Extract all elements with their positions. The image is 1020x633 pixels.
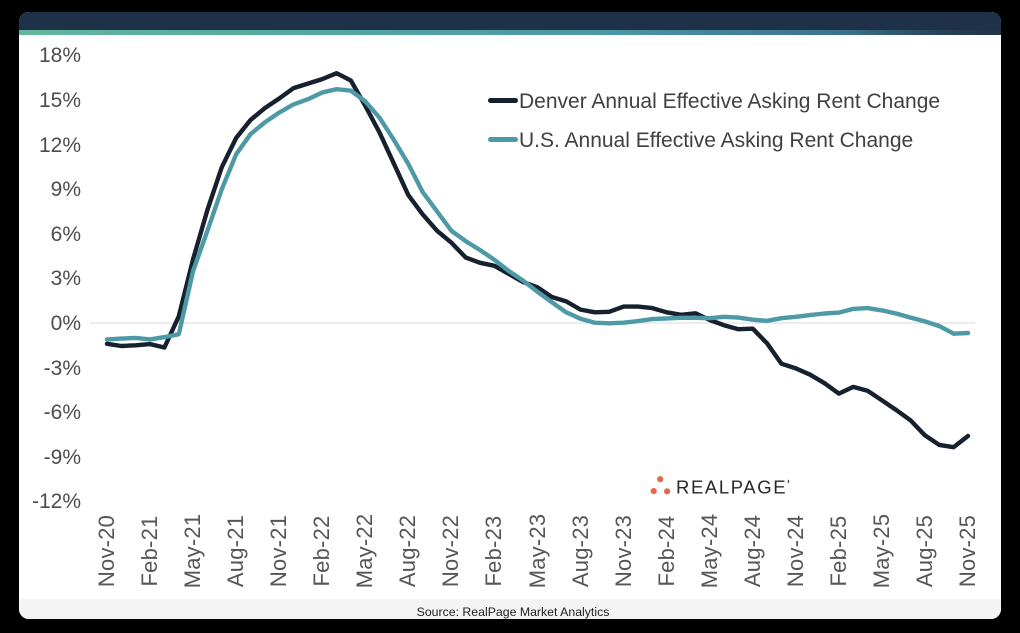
svg-text:REALPAGE: REALPAGE: [676, 477, 787, 498]
